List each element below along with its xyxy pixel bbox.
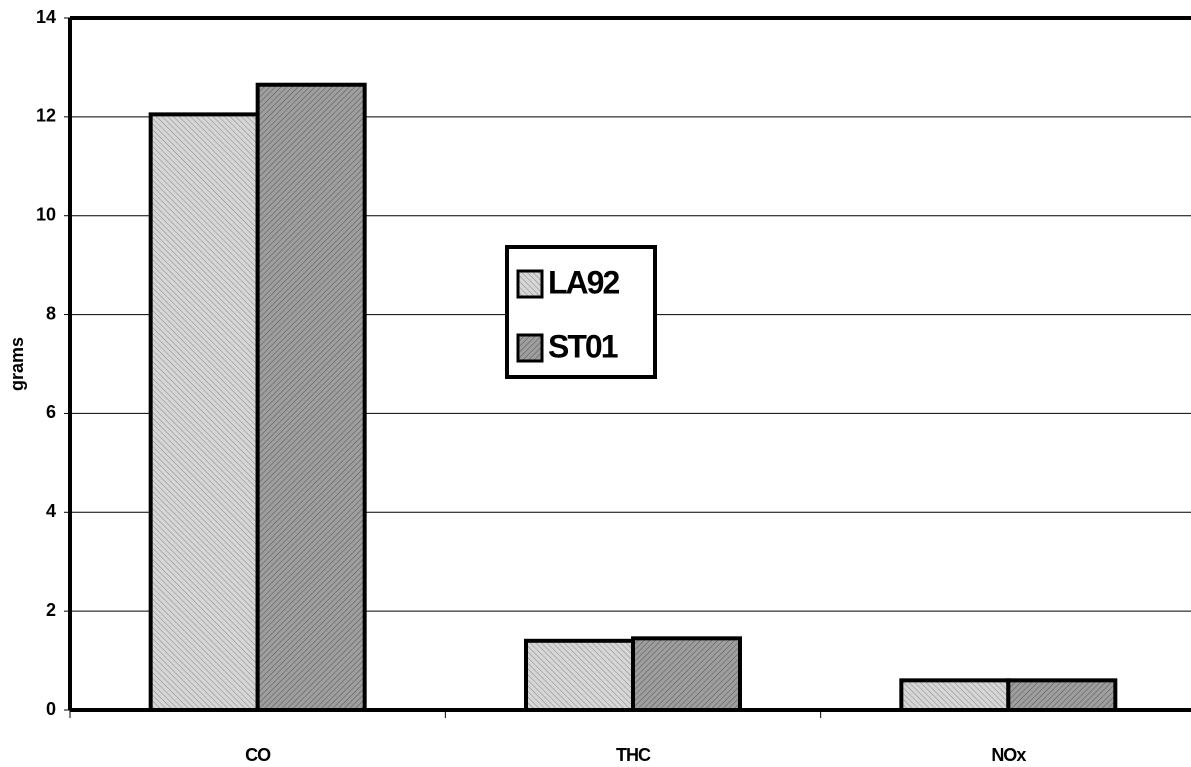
y-tick-label: 0 (46, 699, 56, 719)
y-tick-label: 6 (46, 402, 56, 422)
y-tick-label: 12 (36, 106, 56, 126)
bar (1006, 678, 1118, 712)
bar (148, 112, 260, 712)
y-tick-label: 2 (46, 600, 56, 620)
y-tick-label: 14 (36, 7, 56, 27)
legend-label: ST01 (548, 328, 618, 364)
y-axis-label: grams (7, 337, 27, 391)
y-tick-label: 8 (46, 303, 56, 323)
bar (631, 636, 742, 712)
legend-label: LA92 (548, 264, 619, 300)
legend-swatch (516, 269, 544, 299)
bar (524, 638, 635, 712)
y-tick-label: 4 (46, 501, 56, 521)
bar (255, 82, 367, 712)
y-tick-label: 10 (36, 204, 56, 224)
x-tick-label: THC (616, 745, 651, 765)
legend-swatch (516, 333, 544, 363)
x-tick-label: CO (245, 745, 271, 765)
bar (899, 678, 1011, 712)
x-tick-label: NOx (991, 745, 1026, 765)
